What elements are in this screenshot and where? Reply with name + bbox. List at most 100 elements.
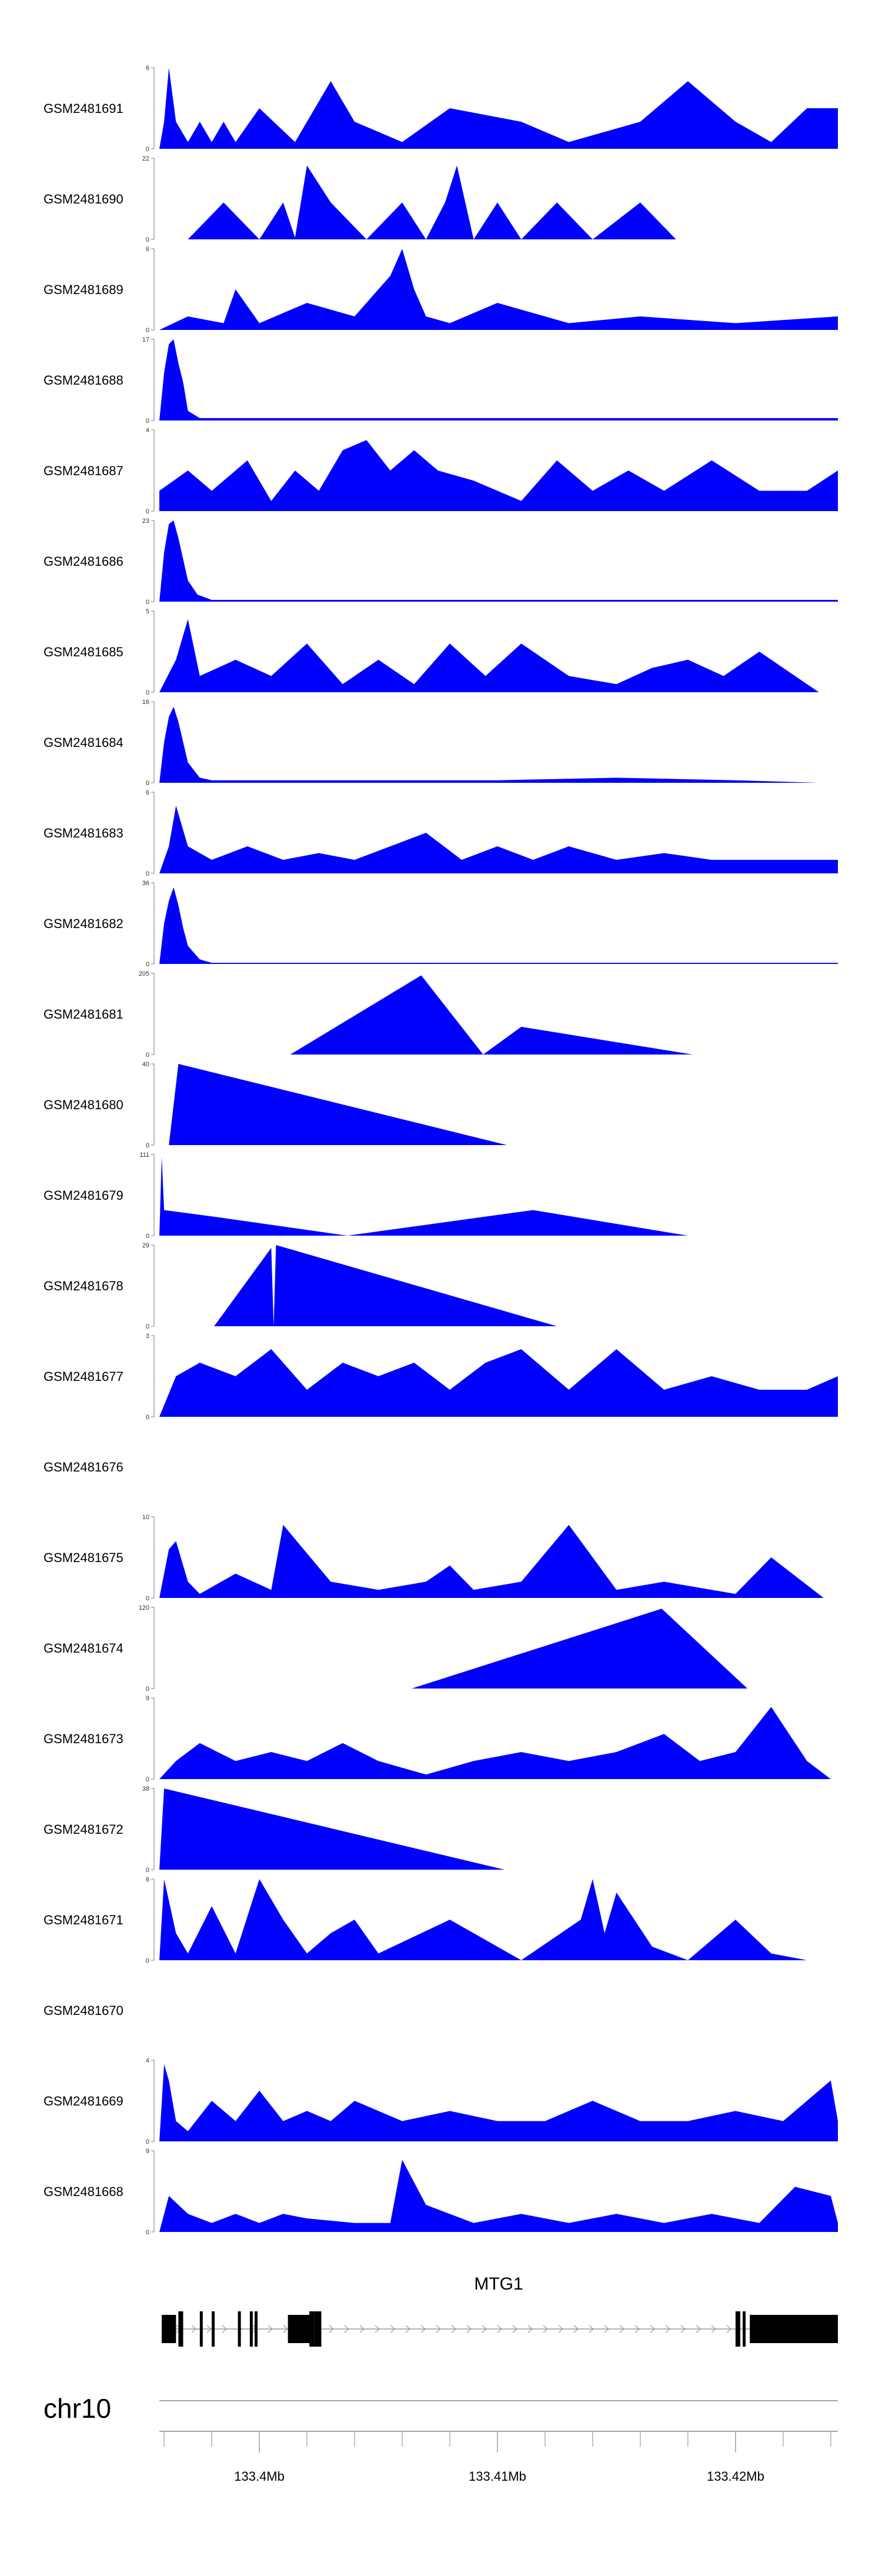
- track-label: GSM2481671: [44, 1913, 123, 1927]
- track-GSM2481683: GSM2481683 6 0: [44, 789, 838, 877]
- track-label: GSM2481672: [44, 1822, 123, 1837]
- coverage-area: [159, 1156, 688, 1236]
- y-tick-max-label: 22: [142, 155, 149, 162]
- gene-track: MTG1: [162, 2274, 838, 2347]
- y-tick-max-label: 120: [139, 1604, 149, 1611]
- track-GSM2481669: GSM2481669 4 0: [44, 2057, 838, 2145]
- exon: [309, 2311, 315, 2347]
- track-GSM2481684: GSM2481684 16 0: [44, 699, 819, 787]
- y-tick-zero-label: 0: [146, 236, 149, 243]
- track-GSM2481679: GSM2481679 111 0: [44, 1152, 688, 1240]
- track-GSM2481691: GSM2481691 6 0: [44, 65, 838, 153]
- track-GSM2481673: GSM2481673 9 0: [44, 1695, 831, 1783]
- track-label: GSM2481689: [44, 282, 123, 297]
- y-tick-zero-label: 0: [146, 599, 149, 606]
- track-GSM2481672: GSM2481672 38 0: [44, 1786, 505, 1874]
- strand-arrow: [619, 2325, 624, 2333]
- strand-arrow: [191, 2325, 196, 2333]
- y-tick-max-label: 3: [146, 1333, 149, 1340]
- strand-arrow: [604, 2325, 609, 2333]
- track-label: GSM2481684: [44, 735, 123, 750]
- strand-arrow: [482, 2325, 487, 2333]
- coverage-area: [159, 619, 819, 692]
- track-label: GSM2481686: [44, 554, 123, 569]
- exon: [314, 2311, 322, 2347]
- y-tick-zero-label: 0: [146, 327, 149, 334]
- track-GSM2481678: GSM2481678 29 0: [44, 1242, 557, 1330]
- track-GSM2481680: GSM2481680 40 0: [44, 1061, 507, 1149]
- y-tick-max-label: 6: [146, 789, 149, 796]
- y-tick-max-label: 17: [142, 336, 149, 343]
- exon: [288, 2315, 312, 2343]
- coverage-area: [159, 1524, 824, 1598]
- track-label: GSM2481687: [44, 463, 123, 478]
- coverage-area: [159, 1349, 838, 1417]
- track-label: GSM2481688: [44, 373, 123, 388]
- track-GSM2481677: GSM2481677 3 0: [44, 1333, 838, 1421]
- track-label: GSM2481673: [44, 1731, 123, 1746]
- strand-arrow: [268, 2325, 273, 2333]
- track-label: GSM2481681: [44, 1007, 123, 1022]
- track-label: GSM2481670: [44, 2003, 123, 2018]
- strand-arrow: [222, 2325, 227, 2333]
- coverage-area: [159, 1879, 807, 1960]
- y-tick-max-label: 38: [142, 1786, 149, 1793]
- track-GSM2481676: GSM2481676: [44, 1460, 123, 1474]
- strand-arrow: [527, 2325, 533, 2333]
- y-tick-zero-label: 0: [146, 1142, 149, 1149]
- track-label: GSM2481691: [44, 101, 123, 116]
- exon: [735, 2311, 740, 2347]
- strand-arrow: [283, 2325, 288, 2333]
- y-tick-max-label: 9: [146, 1695, 149, 1702]
- y-tick-max-label: 9: [146, 2148, 149, 2155]
- coverage-area: [188, 165, 676, 239]
- track-label: GSM2481669: [44, 2094, 123, 2108]
- y-tick-max-label: 23: [142, 518, 149, 525]
- strand-arrow: [497, 2325, 502, 2333]
- track-label: GSM2481676: [44, 1460, 123, 1474]
- track-GSM2481685: GSM2481685 5 0: [44, 608, 819, 696]
- y-tick-zero-label: 0: [146, 1776, 149, 1783]
- strand-arrow: [543, 2325, 548, 2333]
- y-tick-zero-label: 0: [146, 508, 149, 515]
- track-label: GSM2481674: [44, 1641, 123, 1656]
- track-label: GSM2481685: [44, 645, 123, 659]
- track-label: GSM2481690: [44, 192, 123, 206]
- coverage-area: [412, 1609, 748, 1689]
- track-GSM2481671: GSM2481671 6 0: [44, 1876, 807, 1964]
- y-tick-max-label: 5: [146, 608, 149, 615]
- y-tick-max-label: 6: [146, 65, 149, 72]
- track-GSM2481681: GSM2481681 205 0: [44, 970, 693, 1059]
- strand-arrow: [329, 2325, 334, 2333]
- y-tick-zero-label: 0: [146, 1957, 149, 1964]
- track-GSM2481668: GSM2481668 9 0: [44, 2148, 838, 2236]
- strand-arrow: [206, 2325, 212, 2333]
- y-tick-zero-label: 0: [146, 780, 149, 787]
- genome-axis-track: chr10 133.4Mb 133.41Mb 133.42Mb: [44, 2393, 838, 2484]
- y-tick-zero-label: 0: [146, 1595, 149, 1602]
- coverage-area: [159, 2064, 838, 2141]
- coverage-area: [159, 249, 838, 330]
- coverage-tracks: GSM248169160GSM2481690220GSM248168960GSM…: [44, 65, 838, 2236]
- exon: [238, 2311, 241, 2347]
- track-label: GSM2481668: [44, 2184, 123, 2199]
- coverage-area: [159, 339, 838, 421]
- y-tick-zero-label: 0: [146, 689, 149, 696]
- strand-arrow: [634, 2325, 640, 2333]
- strand-arrow: [589, 2325, 594, 2333]
- axis-tick-label: 133.41Mb: [469, 2469, 526, 2484]
- strand-arrow: [711, 2325, 716, 2333]
- y-tick-zero-label: 0: [146, 961, 149, 968]
- exon: [162, 2315, 176, 2343]
- track-GSM2481675: GSM2481675 10 0: [44, 1514, 824, 1602]
- track-label: GSM2481680: [44, 1097, 123, 1112]
- chromosome-label: chr10: [44, 2393, 111, 2424]
- y-tick-zero-label: 0: [146, 1686, 149, 1693]
- y-tick-zero-label: 0: [146, 870, 149, 877]
- track-label: GSM2481675: [44, 1550, 123, 1565]
- y-tick-zero-label: 0: [146, 418, 149, 425]
- exon: [743, 2311, 746, 2347]
- axis-tick-label: 133.42Mb: [707, 2469, 764, 2484]
- axis-tick-label: 133.4Mb: [234, 2469, 285, 2484]
- y-tick-zero-label: 0: [146, 1867, 149, 1874]
